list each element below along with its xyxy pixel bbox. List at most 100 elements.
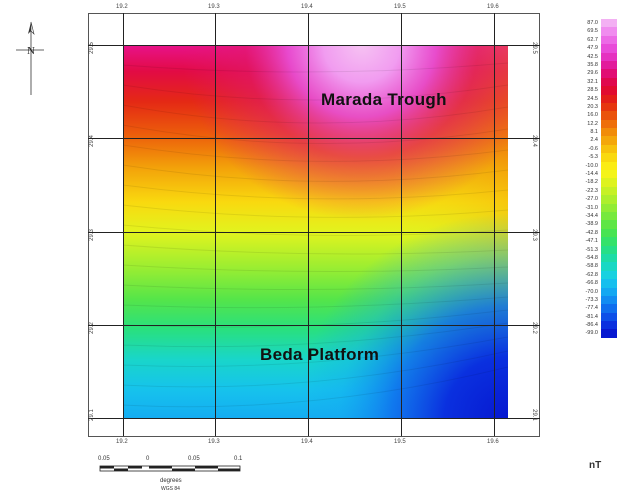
grid-lat-29-4 xyxy=(123,138,508,139)
grid-tick-right-29-2 xyxy=(508,325,540,326)
legend-row: -47.1 xyxy=(569,237,617,246)
lat-tick-right: 29.2 xyxy=(530,322,537,334)
legend-swatch xyxy=(601,312,617,322)
legend-swatch xyxy=(601,94,617,103)
legend-row: 24.5 xyxy=(569,94,617,103)
legend-value: 29.6 xyxy=(587,70,598,77)
grid-lat-29-2 xyxy=(123,325,508,326)
grid-tick-left-29-2 xyxy=(88,325,123,326)
legend-row: -81.4 xyxy=(569,312,617,322)
beda-platform-label: Beda Platform xyxy=(260,345,380,364)
grid-tick-left-29-3 xyxy=(88,232,123,233)
legend-swatch xyxy=(601,279,617,288)
grid-tick-top-19-4 xyxy=(308,13,309,45)
legend-row: -22.3 xyxy=(569,186,617,196)
grid-lon-19-2 xyxy=(123,45,124,419)
grid-tick-top-19-2 xyxy=(123,13,124,45)
legend-row: 28.5 xyxy=(569,86,617,95)
grid-tick-bottom-19-5 xyxy=(401,419,402,436)
legend-swatch xyxy=(601,203,617,212)
legend-value: -27.0 xyxy=(585,196,598,203)
legend-swatch xyxy=(601,295,617,305)
legend-value: -18.2 xyxy=(585,179,598,186)
legend-row: -10.0 xyxy=(569,161,617,171)
legend-row: 8.1 xyxy=(569,128,617,137)
grid-tick-top-19-3 xyxy=(215,13,216,45)
legend-value: -22.3 xyxy=(585,187,598,194)
legend-swatch xyxy=(601,253,617,263)
grid-lat-29-3 xyxy=(123,232,508,233)
lon-tick-bottom: 19.4 xyxy=(301,439,313,445)
legend-row: -5.3 xyxy=(569,153,617,162)
legend-value: -51.3 xyxy=(585,246,598,253)
grid-tick-bottom-19-6 xyxy=(494,419,495,436)
lon-tick-bottom: 19.3 xyxy=(208,439,220,445)
legend-value: 16.0 xyxy=(587,112,598,119)
legend-swatch xyxy=(601,178,617,187)
legend-value: -62.8 xyxy=(585,271,598,278)
legend-value: -5.3 xyxy=(588,154,598,161)
lon-tick-top: 19.2 xyxy=(116,4,128,10)
legend-swatch xyxy=(601,102,617,112)
legend-swatch xyxy=(601,27,617,36)
legend-value: 2.4 xyxy=(590,137,598,144)
scale-tick: 0.1 xyxy=(234,456,243,462)
legend-swatch xyxy=(601,161,617,171)
legend-row: 29.6 xyxy=(569,69,617,78)
legend-row: 2.4 xyxy=(569,136,617,145)
legend-row: -58.8 xyxy=(569,262,617,271)
legend-swatch xyxy=(601,321,617,330)
north-letter: N xyxy=(27,45,35,57)
legend-row: 47.9 xyxy=(569,44,617,53)
legend-swatch xyxy=(601,220,617,229)
legend-value: -77.4 xyxy=(585,305,598,312)
legend-value: -70.0 xyxy=(585,288,598,295)
legend-row: -51.3 xyxy=(569,245,617,254)
scale-unit: degrees xyxy=(160,478,182,484)
legend-value: 32.1 xyxy=(587,78,598,85)
lon-tick-top: 19.3 xyxy=(208,4,220,10)
legend-swatch xyxy=(601,153,617,162)
legend-value: -10.0 xyxy=(585,162,598,169)
legend-row: 62.7 xyxy=(569,35,617,45)
legend-swatch xyxy=(601,136,617,145)
grid-tick-left-29-4 xyxy=(88,138,123,139)
grid-tick-right-29-1 xyxy=(508,418,540,419)
legend-row: 16.0 xyxy=(569,111,617,120)
color-legend: 87.0 69.5 62.7 47.9 42.5 35.8 29.6 32.1 28.5 24.5… xyxy=(569,19,617,338)
legend-row: 87.0 xyxy=(569,19,617,28)
legend-row: -73.3 xyxy=(569,295,617,305)
legend-swatch xyxy=(601,195,617,204)
legend-value: -31.0 xyxy=(585,204,598,211)
legend-row: 20.3 xyxy=(569,102,617,112)
legend-value: -42.8 xyxy=(585,229,598,236)
legend-swatch xyxy=(601,304,617,313)
legend-value: 87.0 xyxy=(587,20,598,26)
legend-row: -14.4 xyxy=(569,170,617,179)
legend-swatch xyxy=(601,228,617,238)
legend-row: -34.4 xyxy=(569,211,617,221)
grid-tick-right-29-4 xyxy=(508,138,540,139)
legend-swatch xyxy=(601,270,617,280)
grid-tick-bottom-19-3 xyxy=(215,419,216,436)
scale-bar: 0.05 0 0.05 0.1 degrees WGS 84 xyxy=(98,456,248,496)
legend-row: 69.5 xyxy=(569,27,617,36)
scale-datum: WGS 84 xyxy=(161,486,180,492)
legend-row: -0.6 xyxy=(569,144,617,154)
marada-trough-label: Marada Trough xyxy=(321,90,447,109)
grid-tick-right-29-3 xyxy=(508,232,540,233)
lon-tick-bottom: 19.2 xyxy=(116,439,128,445)
legend-value: -73.3 xyxy=(585,296,598,303)
legend-value: -66.8 xyxy=(585,280,598,287)
grid-lon-19-5 xyxy=(401,45,402,419)
legend-swatch xyxy=(601,69,617,78)
legend-row: -18.2 xyxy=(569,178,617,187)
grid-tick-bottom-19-2 xyxy=(123,419,124,436)
legend-swatch xyxy=(601,287,617,296)
legend-value: -81.4 xyxy=(585,313,598,320)
lat-tick-left: 29.1 xyxy=(88,409,95,421)
legend-row: -99.0 xyxy=(569,329,617,338)
grid-tick-top-19-5 xyxy=(401,13,402,45)
legend-swatch xyxy=(601,128,617,137)
grid-lat-29-5 xyxy=(123,45,508,46)
